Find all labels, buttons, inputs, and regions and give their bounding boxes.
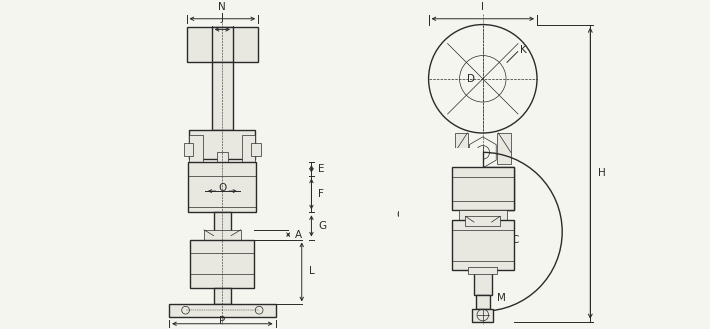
Bar <box>212 62 233 130</box>
Text: D: D <box>467 74 475 84</box>
Bar <box>188 162 256 213</box>
Text: E: E <box>318 164 324 174</box>
Bar <box>190 240 254 288</box>
Bar <box>251 143 261 156</box>
Text: I: I <box>481 2 484 12</box>
Bar <box>217 152 228 166</box>
Bar <box>241 135 256 162</box>
Text: M: M <box>497 292 506 303</box>
Bar <box>476 295 490 309</box>
Bar <box>465 216 501 226</box>
Text: P: P <box>219 316 226 326</box>
Text: L: L <box>309 266 315 276</box>
Text: N: N <box>219 2 226 12</box>
Bar <box>214 213 231 234</box>
Text: G: G <box>318 221 327 231</box>
Bar <box>204 230 241 240</box>
Bar <box>452 167 514 211</box>
Bar <box>169 304 275 317</box>
Bar <box>474 270 491 295</box>
Text: E: E <box>398 167 405 177</box>
Bar <box>190 135 203 162</box>
Text: F: F <box>398 189 405 198</box>
Bar <box>214 288 231 304</box>
Bar <box>472 309 493 322</box>
Bar <box>459 211 507 220</box>
Text: B: B <box>447 235 454 244</box>
Bar <box>452 220 514 270</box>
Text: H: H <box>598 168 606 178</box>
Bar <box>454 133 469 164</box>
Text: G: G <box>396 210 405 220</box>
Bar <box>184 143 193 156</box>
Text: J: J <box>221 13 224 23</box>
Bar <box>190 130 256 159</box>
Text: K: K <box>520 45 526 55</box>
Bar <box>212 27 233 62</box>
Bar <box>452 167 514 211</box>
Bar <box>187 27 258 62</box>
Text: F: F <box>318 189 324 199</box>
Text: O: O <box>218 183 226 193</box>
Text: C: C <box>512 235 519 244</box>
Bar <box>398 147 483 316</box>
Bar <box>469 266 497 274</box>
Text: A: A <box>295 230 302 240</box>
Bar <box>497 133 511 164</box>
